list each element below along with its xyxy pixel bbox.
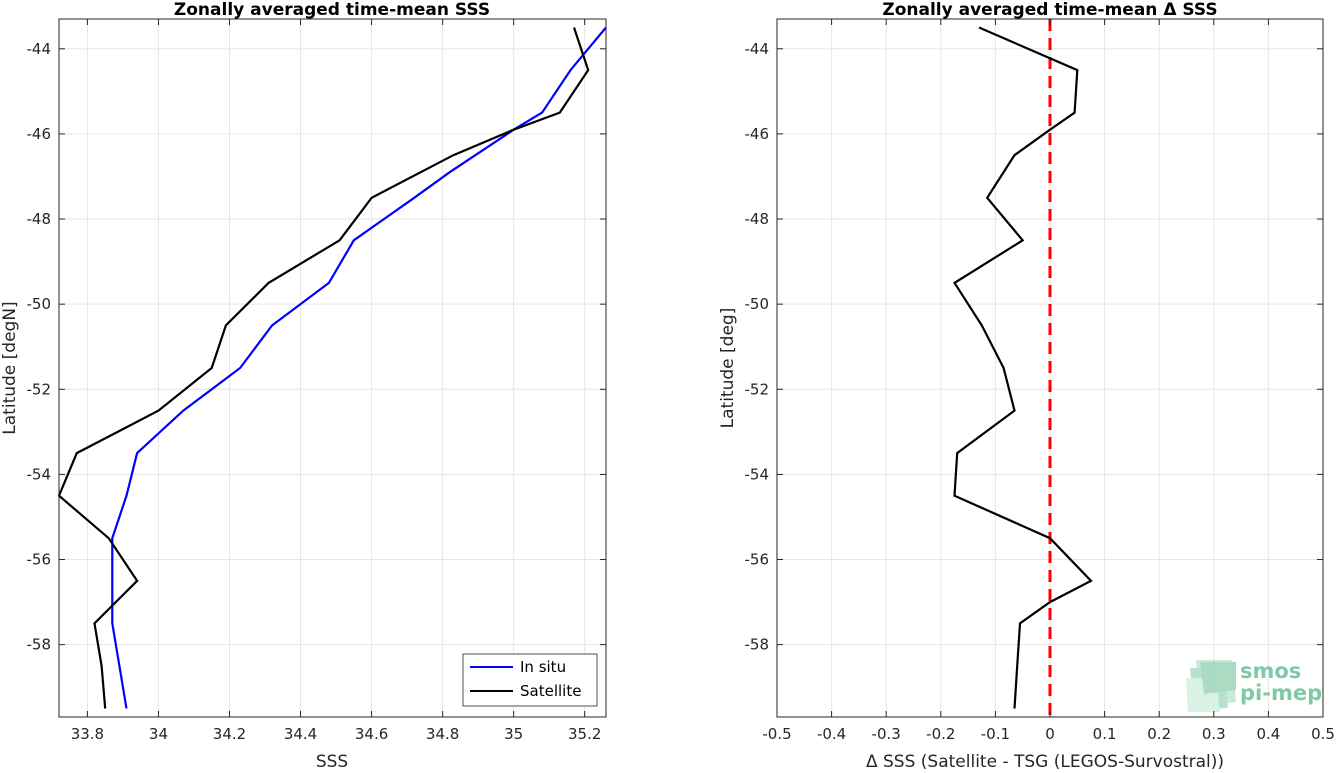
x-tick-label: 34.6 [355, 725, 388, 743]
y-tick-label: -58 [745, 636, 770, 654]
x-tick-label: 35.2 [568, 725, 601, 743]
left-grid [59, 19, 606, 717]
left-panel: 33.8 34 34.2 34.4 34.6 34.8 35 35.2 -44 -46 -48 -50… [0, 0, 607, 772]
x-tick-label: 34.2 [213, 725, 246, 743]
x-tick-label: -0.5 [762, 725, 791, 743]
y-tick-label: -46 [27, 125, 52, 143]
legend: In situ Satellite [462, 653, 598, 707]
legend-satellite-label: Satellite [520, 682, 581, 700]
x-tick-label: 0 [1045, 725, 1055, 743]
x-tick-label: 0.1 [1093, 725, 1117, 743]
left-y-axis-label: Latitude [degN] [0, 301, 20, 434]
y-tick-label: -44 [27, 40, 52, 58]
y-tick-label: -48 [27, 210, 52, 228]
x-tick-label: -0.3 [872, 725, 901, 743]
y-tick-label: -56 [27, 551, 52, 569]
x-tick-label: 0.5 [1311, 725, 1335, 743]
left-ticks: 33.8 34 34.2 34.4 34.6 34.8 35 35.2 -44 -46 -48 -50… [27, 19, 606, 743]
legend-in-situ-label: In situ [520, 658, 566, 676]
x-tick-label: 34 [149, 725, 168, 743]
x-tick-label: 0.4 [1256, 725, 1280, 743]
x-tick-label: 0.2 [1147, 725, 1171, 743]
x-tick-label: -0.4 [817, 725, 846, 743]
right-series [952, 26, 1093, 709]
y-tick-label: -54 [745, 465, 770, 483]
y-tick-label: -52 [745, 380, 770, 398]
x-tick-label: 34.8 [426, 725, 459, 743]
left-x-axis-label: SSS [316, 752, 348, 769]
y-tick-label: -48 [745, 210, 770, 228]
right-ticks: -0.5 -0.4 -0.3 -0.2 -0.1 0 0.1 0.2 0.3 0.4 0.5 -44 -… [745, 19, 1335, 743]
x-tick-label: 0.3 [1202, 725, 1226, 743]
x-tick-label: -0.1 [981, 725, 1010, 743]
logo-graphic [1186, 660, 1236, 712]
series-line-delta-sss [952, 26, 1093, 709]
y-tick-label: -50 [27, 295, 52, 313]
y-tick-label: -52 [27, 380, 52, 398]
series-line-satellite [57, 27, 590, 709]
logo-text-smos: smos [1240, 659, 1301, 683]
left-title: Zonally averaged time-mean SSS [174, 0, 490, 20]
smos-pi-mep-logo: smos pi-mep [1186, 659, 1322, 712]
x-tick-label: 34.4 [284, 725, 317, 743]
x-tick-label: 33.8 [71, 725, 104, 743]
right-panel: smos pi-mep -0.5 -0.4 -0.3 -0.2 -0.1 0 0.1 0.2 0… [718, 0, 1335, 772]
logo-text-pi-mep: pi-mep [1240, 681, 1322, 705]
y-tick-label: -56 [745, 551, 770, 569]
y-tick-label: -44 [745, 40, 770, 58]
legend-box [462, 653, 598, 707]
y-tick-label: -54 [27, 465, 52, 483]
left-axes-box [58, 18, 607, 718]
right-y-axis-label: Latitude [deg] [718, 308, 738, 429]
right-x-axis-label: Δ SSS (Satellite - TSG (LEGOS-Survostral… [866, 752, 1224, 769]
y-tick-label: -58 [27, 636, 52, 654]
y-tick-label: -46 [745, 125, 770, 143]
y-tick-label: -50 [745, 295, 770, 313]
right-title: Zonally averaged time-mean Δ SSS [882, 0, 1217, 20]
left-series [57, 26, 607, 709]
left-plot-area [59, 19, 606, 717]
x-tick-label: -0.2 [926, 725, 955, 743]
x-tick-label: 35 [504, 725, 523, 743]
